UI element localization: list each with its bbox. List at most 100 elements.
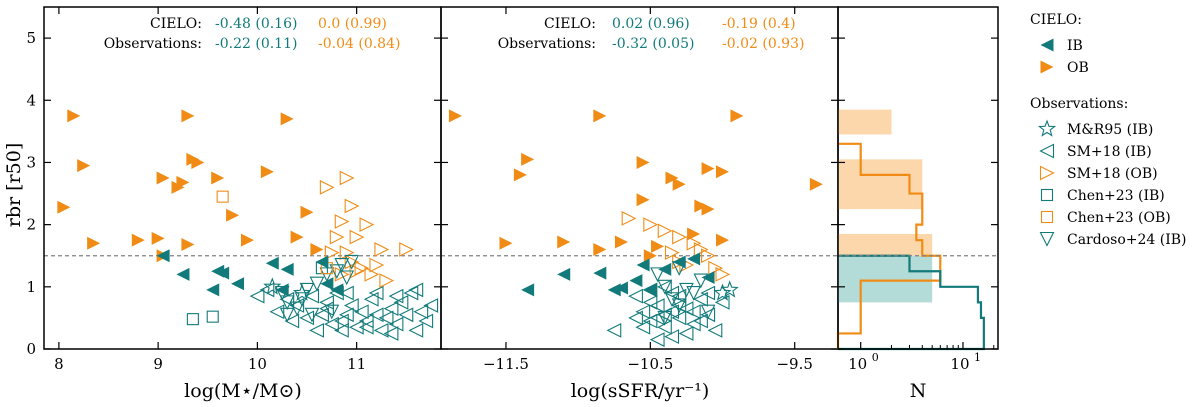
point-cielo-ob bbox=[260, 165, 274, 179]
ann-cielo-ib: -0.48 (0.16) bbox=[215, 16, 297, 32]
point-cielo-ib bbox=[521, 283, 535, 297]
point-obs-cardoso bbox=[650, 267, 665, 283]
point-cielo-ob bbox=[730, 109, 744, 123]
point-obs-sm-ob bbox=[664, 245, 680, 261]
hist-step-obs-ib bbox=[838, 254, 985, 351]
xtick-label-ssfr: −10.5 bbox=[627, 355, 673, 373]
point-obs-sm-ib bbox=[418, 313, 434, 329]
point-obs-sm-ob bbox=[324, 245, 340, 261]
point-obs-chen-ib bbox=[206, 310, 219, 323]
point-cielo-ob bbox=[557, 235, 571, 249]
panel-ssfr-frame bbox=[440, 6, 839, 350]
point-cielo-ib bbox=[701, 270, 715, 284]
point-obs-chen-ib bbox=[186, 313, 199, 326]
point-obs-cardoso bbox=[339, 270, 355, 286]
point-cielo-ib bbox=[643, 283, 657, 297]
point-cielo-ib bbox=[672, 255, 686, 269]
panel-histogram-frame bbox=[837, 6, 999, 350]
point-obs-sm-ib bbox=[334, 322, 349, 338]
ann-obs-ob: -0.04 (0.84) bbox=[318, 36, 400, 52]
point-cielo-ib bbox=[156, 249, 170, 263]
point-obs-cardoso bbox=[334, 258, 350, 273]
point-cielo-ob bbox=[593, 109, 607, 123]
point-obs-sm-ib bbox=[324, 316, 339, 332]
point-obs-sm-ib bbox=[403, 285, 419, 301]
point-obs-sm-ob bbox=[344, 198, 360, 214]
xlabel-stellar-mass: log(M⋆/M⊙) bbox=[184, 380, 302, 402]
point-cielo-ib bbox=[275, 283, 289, 297]
point-obs-mr bbox=[713, 283, 732, 301]
point-obs-sm-ib bbox=[314, 307, 329, 323]
panel-ssfr-marks bbox=[441, 109, 838, 348]
xtick-label-ssfr: −11.5 bbox=[483, 355, 529, 373]
point-obs-sm-ib bbox=[383, 301, 399, 316]
legend-marker-obs-mr bbox=[1037, 119, 1057, 137]
point-cielo-ob bbox=[687, 227, 701, 241]
point-cielo-ob bbox=[672, 177, 686, 191]
point-cielo-ob bbox=[694, 199, 708, 213]
legend: CIELO: IB OB Observations: M&R95 (IB) SM… bbox=[1030, 12, 1187, 248]
ytick-label: 0 bbox=[26, 340, 36, 358]
point-obs-sm-ob bbox=[369, 257, 385, 273]
ytick-label: 1 bbox=[26, 278, 36, 296]
point-obs-sm-ib bbox=[700, 285, 716, 301]
ann-cielo-ob: 0.0 (0.99) bbox=[318, 16, 387, 32]
point-obs-cardoso bbox=[309, 276, 325, 292]
point-obs-sm-ob bbox=[657, 223, 673, 239]
xlabel-n: N bbox=[910, 380, 927, 402]
point-cielo-ib bbox=[280, 262, 294, 276]
xtick-label-mass: 11 bbox=[347, 355, 366, 373]
point-cielo-ob bbox=[499, 236, 513, 250]
legend-marker-obs-chen-ib bbox=[1040, 188, 1054, 202]
point-cielo-ob bbox=[290, 230, 304, 244]
point-obs-cardoso bbox=[700, 304, 716, 320]
point-obs-sm-ib bbox=[388, 288, 404, 304]
legend-cielo-ob: OB bbox=[1067, 60, 1089, 76]
point-cielo-ob bbox=[300, 205, 314, 219]
legend-marker-cielo-ob bbox=[1040, 60, 1054, 74]
ann-obs-label: Observations: bbox=[104, 36, 202, 52]
hist-bar-cielo-ob bbox=[838, 159, 923, 210]
hist-xtick-exponent: 1 bbox=[974, 351, 981, 364]
panel-stellar-mass: 8 9 10 11 0 1 2 3 4 5 log(M⋆/M⊙) rbr [r50] CIELO:… bbox=[3, 6, 442, 402]
point-obs-mr bbox=[720, 280, 739, 298]
point-cielo-ob bbox=[280, 112, 294, 126]
point-obs-sm-ib bbox=[334, 313, 349, 329]
ann2-obs-ob: -0.02 (0.93) bbox=[722, 36, 804, 52]
point-obs-sm-ib bbox=[338, 307, 354, 323]
legend-obs-sm-ib: SM+18 (IB) bbox=[1067, 144, 1152, 160]
point-cielo-ib bbox=[315, 255, 329, 269]
point-obs-sm-ib bbox=[299, 310, 315, 326]
point-obs-sm-ob bbox=[339, 245, 355, 261]
point-cielo-ob bbox=[240, 233, 254, 247]
point-obs-sm-ib bbox=[635, 304, 651, 320]
point-cielo-ob bbox=[636, 155, 650, 169]
point-obs-cardoso bbox=[693, 273, 709, 289]
point-obs-sm-ob bbox=[319, 179, 335, 195]
point-obs-cardoso bbox=[657, 310, 673, 326]
ann-cielo-label: CIELO: bbox=[150, 16, 202, 32]
point-obs-sm-ib bbox=[269, 304, 285, 320]
legend-marker-obs-chen-ob bbox=[1040, 210, 1054, 224]
point-obs-sm-ob bbox=[708, 260, 724, 276]
ann-obs-ib: -0.22 (0.11) bbox=[215, 36, 297, 52]
ann2-obs-ib: -0.32 (0.05) bbox=[612, 36, 694, 52]
point-obs-cardoso bbox=[671, 298, 687, 314]
point-cielo-ob bbox=[593, 243, 607, 257]
point-obs-sm-ob bbox=[359, 217, 375, 233]
point-obs-sm-ib bbox=[413, 304, 429, 320]
point-obs-sm-ib bbox=[606, 322, 622, 338]
legend-obs-mr: M&R95 (IB) bbox=[1067, 122, 1153, 138]
point-cielo-ob bbox=[716, 165, 730, 179]
ann2-cielo-label: CIELO: bbox=[544, 16, 596, 32]
panel-histogram: 10 0 10 1 N bbox=[836, 6, 999, 402]
point-obs-sm-ob bbox=[701, 248, 716, 264]
point-cielo-ob bbox=[226, 208, 240, 222]
point-obs-sm-ib bbox=[671, 298, 687, 313]
point-cielo-ob bbox=[156, 171, 170, 185]
point-cielo-ob bbox=[701, 162, 715, 176]
point-cielo-ib bbox=[593, 266, 607, 280]
xtick-label-mass: 9 bbox=[153, 355, 163, 373]
point-obs-sm-ib bbox=[693, 313, 708, 329]
